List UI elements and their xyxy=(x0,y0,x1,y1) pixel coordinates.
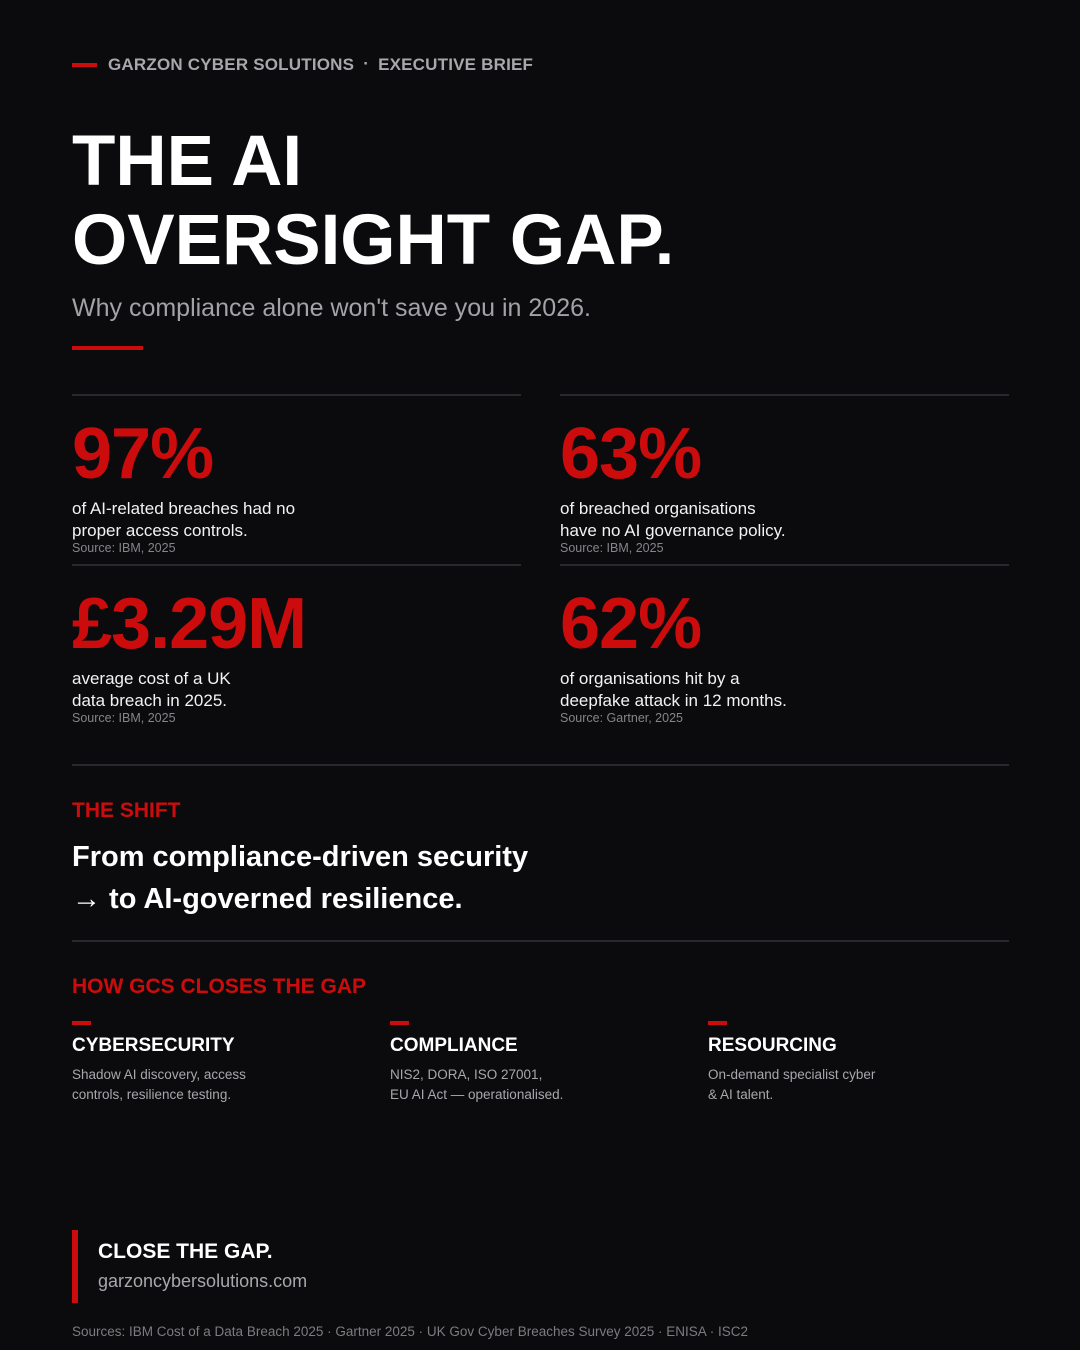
stat-breach-cost: £3.29M average cost of a UK data breach … xyxy=(72,564,521,736)
stat-description: average cost of a UK data breach in 2025… xyxy=(72,669,231,710)
shift-label: THE SHIFT xyxy=(72,799,181,822)
stat-source: Source: IBM, 2025 xyxy=(560,541,664,555)
stat-value: 62% xyxy=(560,584,702,664)
service-compliance: COMPLIANCE NIS2, DORA, ISO 27001, EU AI … xyxy=(390,1021,690,1105)
call-to-action: CLOSE THE GAP. garzoncybersolutions.com xyxy=(72,1230,307,1303)
page: GARZON CYBER SOLUTIONS · EXECUTIVE BRIEF… xyxy=(72,0,1009,1350)
shift-line-2: → to AI-governed resilience. xyxy=(72,883,463,915)
title-line-1: THE AI xyxy=(72,122,303,201)
footer-sources: Sources: IBM Cost of a Data Breach 2025 … xyxy=(72,1324,749,1339)
stat-source: Source: IBM, 2025 xyxy=(72,711,176,725)
service-accent-mark xyxy=(708,1021,727,1025)
accent-bar xyxy=(72,63,97,67)
company-name: GARZON CYBER SOLUTIONS xyxy=(108,55,355,74)
stat-description: of AI-related breaches had no proper acc… xyxy=(72,499,296,540)
brand-header: GARZON CYBER SOLUTIONS · EXECUTIVE BRIEF xyxy=(72,54,534,75)
divider xyxy=(72,940,1009,942)
service-accent-mark xyxy=(390,1021,409,1025)
stat-governance-policy: 63% of breached organisations have no AI… xyxy=(560,394,1009,566)
brief-label: EXECUTIVE BRIEF xyxy=(378,55,534,74)
stat-deepfake-attacks: 62% of organisations hit by a deepfake a… xyxy=(560,564,1009,736)
service-name: RESOURCING xyxy=(708,1035,837,1056)
service-cybersecurity: CYBERSECURITY Shadow AI discovery, acces… xyxy=(72,1021,372,1105)
service-resourcing: RESOURCING On-demand specialist cyber & … xyxy=(708,1021,1008,1105)
stat-description: of organisations hit by a deepfake attac… xyxy=(560,669,787,710)
title-line-2: OVERSIGHT GAP. xyxy=(72,201,675,280)
service-description: On-demand specialist cyber & AI talent. xyxy=(708,1067,876,1102)
stat-source: Source: Gartner, 2025 xyxy=(560,711,683,725)
stat-access-controls: 97% of AI-related breaches had no proper… xyxy=(72,394,521,566)
service-description: Shadow AI discovery, access controls, re… xyxy=(72,1067,246,1102)
separator-dot: · xyxy=(363,54,370,73)
divider xyxy=(72,764,1009,766)
stat-value: 63% xyxy=(560,414,702,494)
service-accent-mark xyxy=(72,1021,91,1025)
stat-value: £3.29M xyxy=(72,584,307,664)
page-subtitle: Why compliance alone won't save you in 2… xyxy=(72,294,591,322)
stat-source: Source: IBM, 2025 xyxy=(72,541,176,555)
service-description: NIS2, DORA, ISO 27001, EU AI Act — opera… xyxy=(390,1067,564,1102)
service-name: CYBERSECURITY xyxy=(72,1035,235,1056)
website-link[interactable]: garzoncybersolutions.com xyxy=(98,1271,308,1291)
stat-value: 97% xyxy=(72,414,214,494)
service-name: COMPLIANCE xyxy=(390,1035,518,1056)
page-title: THE AI OVERSIGHT GAP. xyxy=(72,122,674,280)
shift-line-1: From compliance-driven security xyxy=(72,841,529,873)
title-accent-rule xyxy=(72,346,143,350)
cta-heading: CLOSE THE GAP. xyxy=(98,1240,273,1263)
services-label: HOW GCS CLOSES THE GAP xyxy=(72,975,367,998)
shift-statement: From compliance-driven security → to AI-… xyxy=(72,836,528,920)
stat-description: of breached organisations have no AI gov… xyxy=(560,499,786,540)
